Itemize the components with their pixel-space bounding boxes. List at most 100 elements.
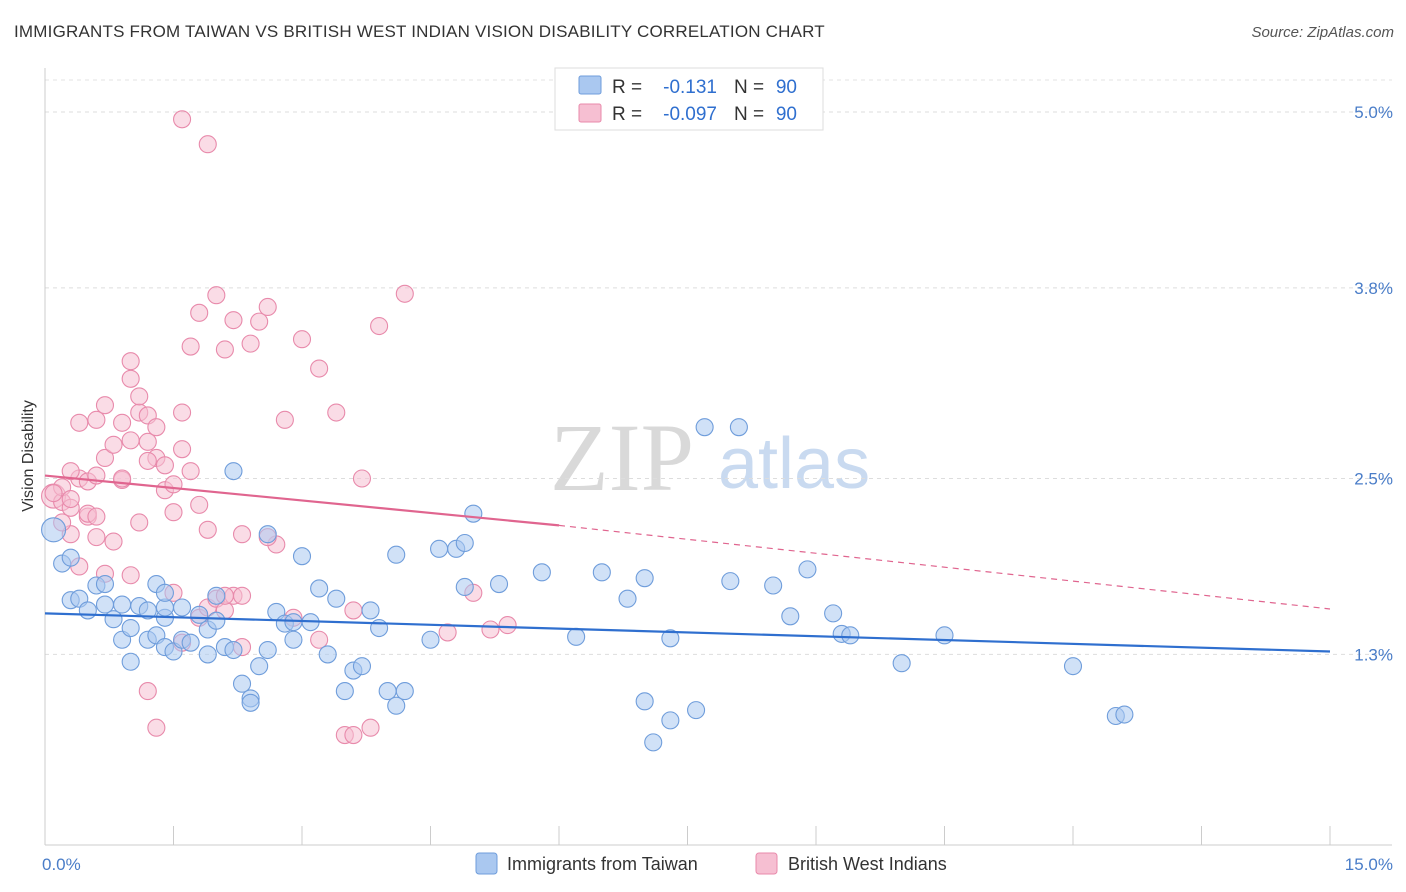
legend-swatch-taiwan [578,75,602,95]
taiwan-point [1115,705,1134,724]
taiwan-point [567,627,586,646]
taiwan-point [173,598,192,617]
british-west-indians-point [207,286,226,305]
british-west-indians-point [70,413,89,432]
british-west-indians-point [130,387,149,406]
taiwan-point [258,640,277,660]
legend-n-label-1: N = [734,77,764,98]
watermark-zip: ZIP [550,404,694,511]
taiwan-point [421,630,440,649]
taiwan-point [455,577,474,597]
taiwan-point [181,633,200,652]
british-west-indians-point [173,403,192,422]
x-tick-label-min: 0.0% [42,855,81,874]
british-west-indians-point [438,623,457,642]
british-west-indians-point [224,311,243,330]
taiwan-point [232,674,252,693]
taiwan-point [284,613,303,632]
british-west-indians-point [164,503,183,522]
taiwan-point [489,574,509,594]
taiwan-point [455,533,474,553]
y-tick-label-4: 5.0% [1354,103,1393,122]
legend-n-value-1: 90 [776,77,797,98]
taiwan-point [644,733,663,752]
british-west-indians-point [87,528,106,547]
series-legend-label-british-west-indians[interactable]: British West Indians [788,854,947,874]
british-west-indians-point [232,525,252,544]
taiwan-point [318,645,337,664]
british-west-indians-point [104,435,123,454]
taiwan-point [190,605,209,624]
british-west-indians-point [215,340,234,359]
british-west-indians-point [361,718,380,737]
british-west-indians-point [190,303,209,322]
british-west-indians-point [61,462,80,481]
y-tick-label-3: 3.8% [1354,279,1393,298]
series-taiwan-points [41,418,1134,752]
taiwan-point [592,563,611,582]
british-west-indians-point [113,413,132,432]
british-west-indians-point [310,630,329,649]
british-west-indians-point [104,532,123,551]
legend-r-label-2: R = [612,104,642,125]
legend-r-label-1: R = [612,77,642,98]
trend-line-british-west-indians [44,474,560,527]
british-west-indians-point [310,359,329,378]
taiwan-point [464,504,483,523]
taiwan-point [138,601,157,620]
british-west-indians-point [370,316,389,336]
series-legend-swatch-taiwan[interactable] [475,852,498,875]
taiwan-point [104,610,123,629]
series-legend-swatch-british-west-indians[interactable] [755,852,778,875]
legend-r-value-2: -0.097 [663,104,717,125]
x-tick-label-max: 15.0% [1345,855,1393,874]
x-axis-ticks [44,826,1331,845]
watermark: ZIP atlas [550,404,870,511]
british-west-indians-point [138,451,157,470]
taiwan-point [284,630,303,649]
taiwan-point [824,604,843,623]
british-west-indians-point [181,462,200,481]
taiwan-point [721,572,740,591]
y-tick-label-1: 1.3% [1354,645,1393,664]
taiwan-point [395,682,414,701]
taiwan-point [798,560,817,579]
chart-title: IMMIGRANTS FROM TAIWAN VS BRITISH WEST I… [14,22,825,41]
british-west-indians-point [164,475,183,494]
taiwan-point [61,548,80,567]
british-west-indians-point [121,431,140,450]
legend-n-label-2: N = [734,104,764,125]
correlation-legend: R = -0.131 N = 90 R = -0.097 N = 90 [554,67,824,131]
taiwan-point [310,579,329,598]
british-west-indians-point [121,369,140,388]
series-legend-label-taiwan[interactable]: Immigrants from Taiwan [507,854,698,874]
british-west-indians-point [138,682,157,701]
british-west-indians-point [87,410,106,429]
british-west-indians-point [181,337,200,356]
series-british-west-indians-points [41,110,517,745]
taiwan-point [198,645,217,664]
chart-source: Source: ZipAtlas.com [1251,24,1394,41]
taiwan-point [695,418,714,437]
taiwan-point [352,657,372,676]
british-west-indians-point [190,495,209,514]
british-west-indians-point [130,513,149,532]
taiwan-point [224,640,243,660]
taiwan-point [661,711,680,730]
taiwan-point [241,693,260,712]
legend-n-value-2: 90 [776,104,797,125]
british-west-indians-point [292,330,312,349]
british-west-indians-point [198,520,217,539]
british-west-indians-point [173,110,192,129]
taiwan-point [327,589,346,608]
taiwan-point [781,607,800,626]
taiwan-point [258,525,277,544]
taiwan-point [387,545,406,564]
british-west-indians-point [395,284,414,303]
trend-line-taiwan [44,612,1331,653]
legend-r-value-1: -0.131 [663,77,717,98]
british-west-indians-point [232,586,252,605]
british-west-indians-point [95,448,115,468]
british-west-indians-point [344,601,363,620]
taiwan-point [635,692,654,711]
